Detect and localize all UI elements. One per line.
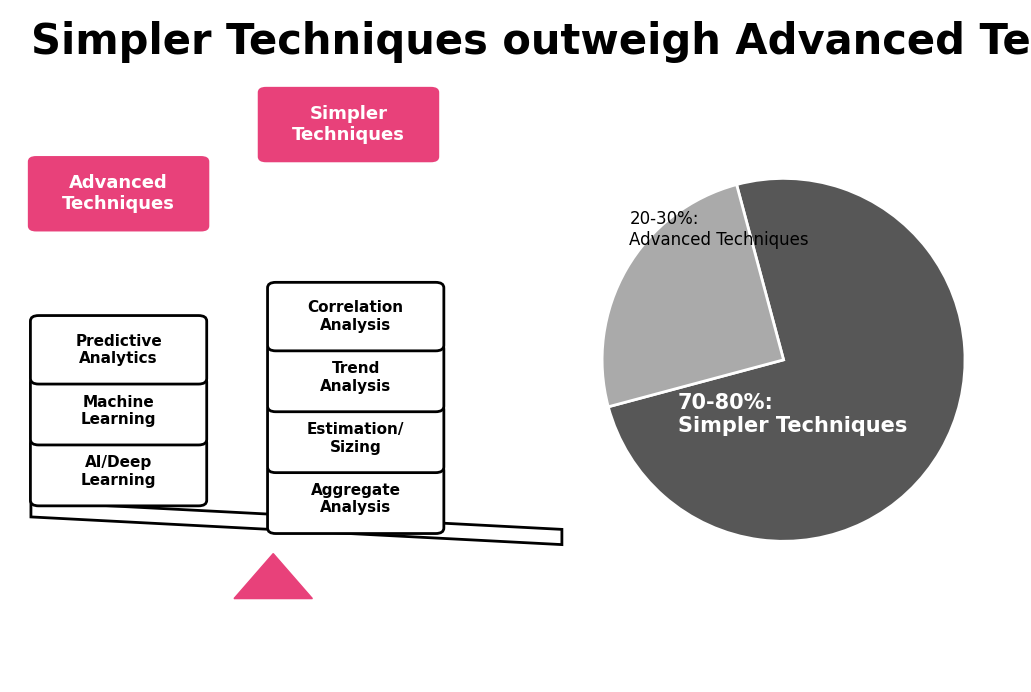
- FancyBboxPatch shape: [267, 465, 443, 534]
- FancyBboxPatch shape: [31, 437, 206, 506]
- Text: 20-30%:
Advanced Techniques: 20-30%: Advanced Techniques: [629, 210, 809, 248]
- Text: Estimation/
Sizing: Estimation/ Sizing: [307, 422, 404, 455]
- Text: Simpler
Techniques: Simpler Techniques: [292, 105, 405, 144]
- Polygon shape: [31, 502, 562, 545]
- Text: Aggregate
Analysis: Aggregate Analysis: [310, 483, 401, 516]
- Text: Advanced
Techniques: Advanced Techniques: [62, 174, 175, 213]
- Wedge shape: [602, 185, 784, 407]
- Wedge shape: [608, 179, 965, 541]
- FancyBboxPatch shape: [267, 282, 443, 351]
- Text: 70-80%:
Simpler Techniques: 70-80%: Simpler Techniques: [678, 392, 907, 436]
- Text: Machine
Learning: Machine Learning: [80, 394, 157, 427]
- FancyBboxPatch shape: [28, 156, 209, 231]
- Text: Trend
Analysis: Trend Analysis: [320, 361, 392, 394]
- FancyBboxPatch shape: [267, 404, 443, 473]
- Text: Predictive
Analytics: Predictive Analytics: [75, 334, 162, 366]
- FancyBboxPatch shape: [258, 87, 439, 163]
- FancyBboxPatch shape: [31, 316, 206, 384]
- Text: Simpler Techniques outweigh Advanced Techniques: Simpler Techniques outweigh Advanced Tec…: [31, 21, 1031, 63]
- FancyBboxPatch shape: [31, 376, 206, 445]
- Text: AI/Deep
Learning: AI/Deep Learning: [80, 455, 157, 488]
- Text: Correlation
Analysis: Correlation Analysis: [307, 300, 404, 333]
- Polygon shape: [234, 554, 312, 599]
- FancyBboxPatch shape: [267, 343, 443, 412]
